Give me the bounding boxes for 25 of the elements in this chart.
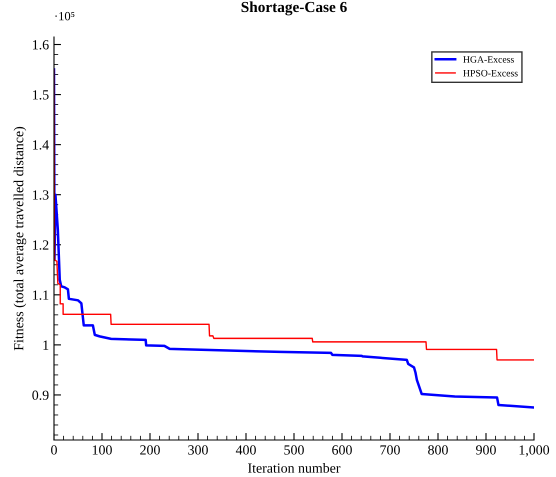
y-tick-label: 0.9 [32,390,49,400]
x-tick-label: 100 [92,445,112,455]
x-tick-label: 1,000 [520,445,550,457]
y-tick-label: 1.2 [33,240,48,250]
y-tick-label: 1.1 [33,290,48,300]
x-tick-label: 0 [51,445,57,455]
x-tick-label: 800 [428,445,448,455]
x-tick-label: 400 [236,445,256,455]
legend-label: HPSO-Excess [463,70,518,76]
x-tick-label: 500 [284,445,304,455]
x-tick-label: 700 [380,445,400,455]
text: ·10⁵ [55,12,74,20]
x-tick-label: 600 [332,445,352,455]
y-tick-label: 1 [43,340,48,350]
legend-label: HGA-Excess [463,56,514,63]
y-tick-label: 1.3 [33,190,49,200]
y-tick-label: 1.4 [33,140,49,150]
y-tick-label: 1.6 [33,40,49,50]
x-axis-title: Iteration number [248,463,340,473]
x-tick-label: 200 [140,445,160,455]
y-axis-title: Fitness (total average travelled distance) [14,126,26,350]
x-tick-label: 900 [476,445,496,455]
chart-title: Shortage-Case 6 [242,1,347,16]
x-tick-label: 300 [188,445,208,455]
y-tick-label: 1.5 [33,90,49,100]
